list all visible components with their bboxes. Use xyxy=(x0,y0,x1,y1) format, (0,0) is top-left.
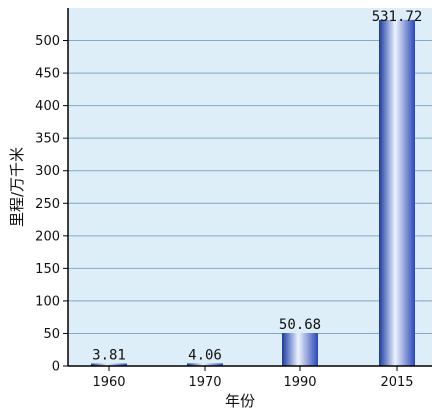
y-axis-ticks: 0 50 100 150 200 250 300 350 400 450 500 xyxy=(35,34,68,375)
data-label-1960: 3.81 xyxy=(92,348,126,364)
data-label-2015: 531.72 xyxy=(372,9,423,25)
y-tick-label: 100 xyxy=(35,294,60,309)
y-tick-label: 0 xyxy=(52,360,60,375)
x-axis-title: 年份 xyxy=(225,392,255,410)
x-tick-label: 2015 xyxy=(380,375,413,390)
bar-1990 xyxy=(282,333,318,366)
data-label-1990: 50.68 xyxy=(279,317,321,333)
bar-1960 xyxy=(91,363,127,366)
bars xyxy=(91,19,415,366)
data-labels: 3.81 4.06 50.68 531.72 xyxy=(92,9,422,364)
y-tick-label: 150 xyxy=(35,262,60,277)
data-label-1970: 4.06 xyxy=(188,347,222,363)
gridlines xyxy=(68,40,432,334)
y-axis-title: 里程/万千米 xyxy=(8,147,26,227)
axes xyxy=(67,8,432,367)
y-tick-label: 350 xyxy=(35,132,60,147)
y-tick-label: 450 xyxy=(35,67,60,82)
y-tick-label: 50 xyxy=(43,327,60,342)
y-tick-label: 500 xyxy=(35,34,60,49)
x-tick-label: 1970 xyxy=(188,375,221,390)
y-tick-label: 300 xyxy=(35,164,60,179)
x-axis-ticks: 1960 1970 1990 2015 xyxy=(92,366,414,390)
y-tick-label: 400 xyxy=(35,99,60,114)
x-tick-label: 1990 xyxy=(283,375,316,390)
y-tick-label: 250 xyxy=(35,197,60,212)
x-tick-label: 1960 xyxy=(92,375,125,390)
bar-1970 xyxy=(187,363,223,366)
y-tick-label: 200 xyxy=(35,229,60,244)
bar-2015 xyxy=(379,19,415,366)
plot-area xyxy=(68,8,432,366)
